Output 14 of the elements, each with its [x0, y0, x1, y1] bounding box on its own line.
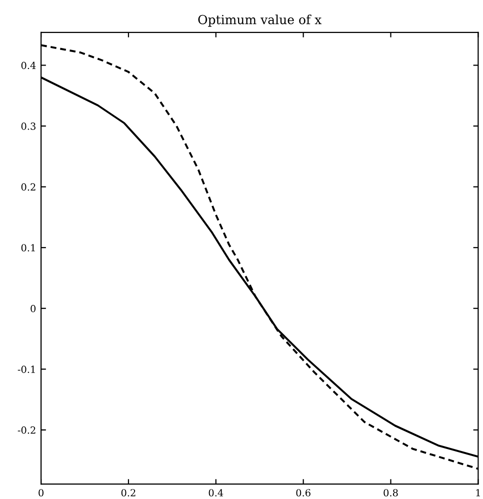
- y-tick-label: 0.1: [21, 244, 35, 252]
- x-tick-label: 0.4: [208, 489, 224, 496]
- y-tick-label: -0.1: [18, 366, 35, 373]
- y-tick-label: -0.2: [18, 426, 36, 434]
- y-tick-label: 0: [30, 304, 36, 312]
- x-tick-label: 1: [476, 489, 480, 496]
- y-tick-label: 0.3: [21, 122, 36, 130]
- x-tick-label: 0.2: [121, 489, 136, 496]
- y-tick-label: 0.4: [21, 62, 36, 70]
- chart-title: Optimum value of x: [198, 14, 322, 27]
- x-tick-label: 0: [38, 489, 44, 496]
- x-tick-label: 0.6: [296, 489, 310, 496]
- y-tick-label: 0.2: [21, 183, 36, 191]
- x-tick-label: 0.8: [384, 489, 398, 496]
